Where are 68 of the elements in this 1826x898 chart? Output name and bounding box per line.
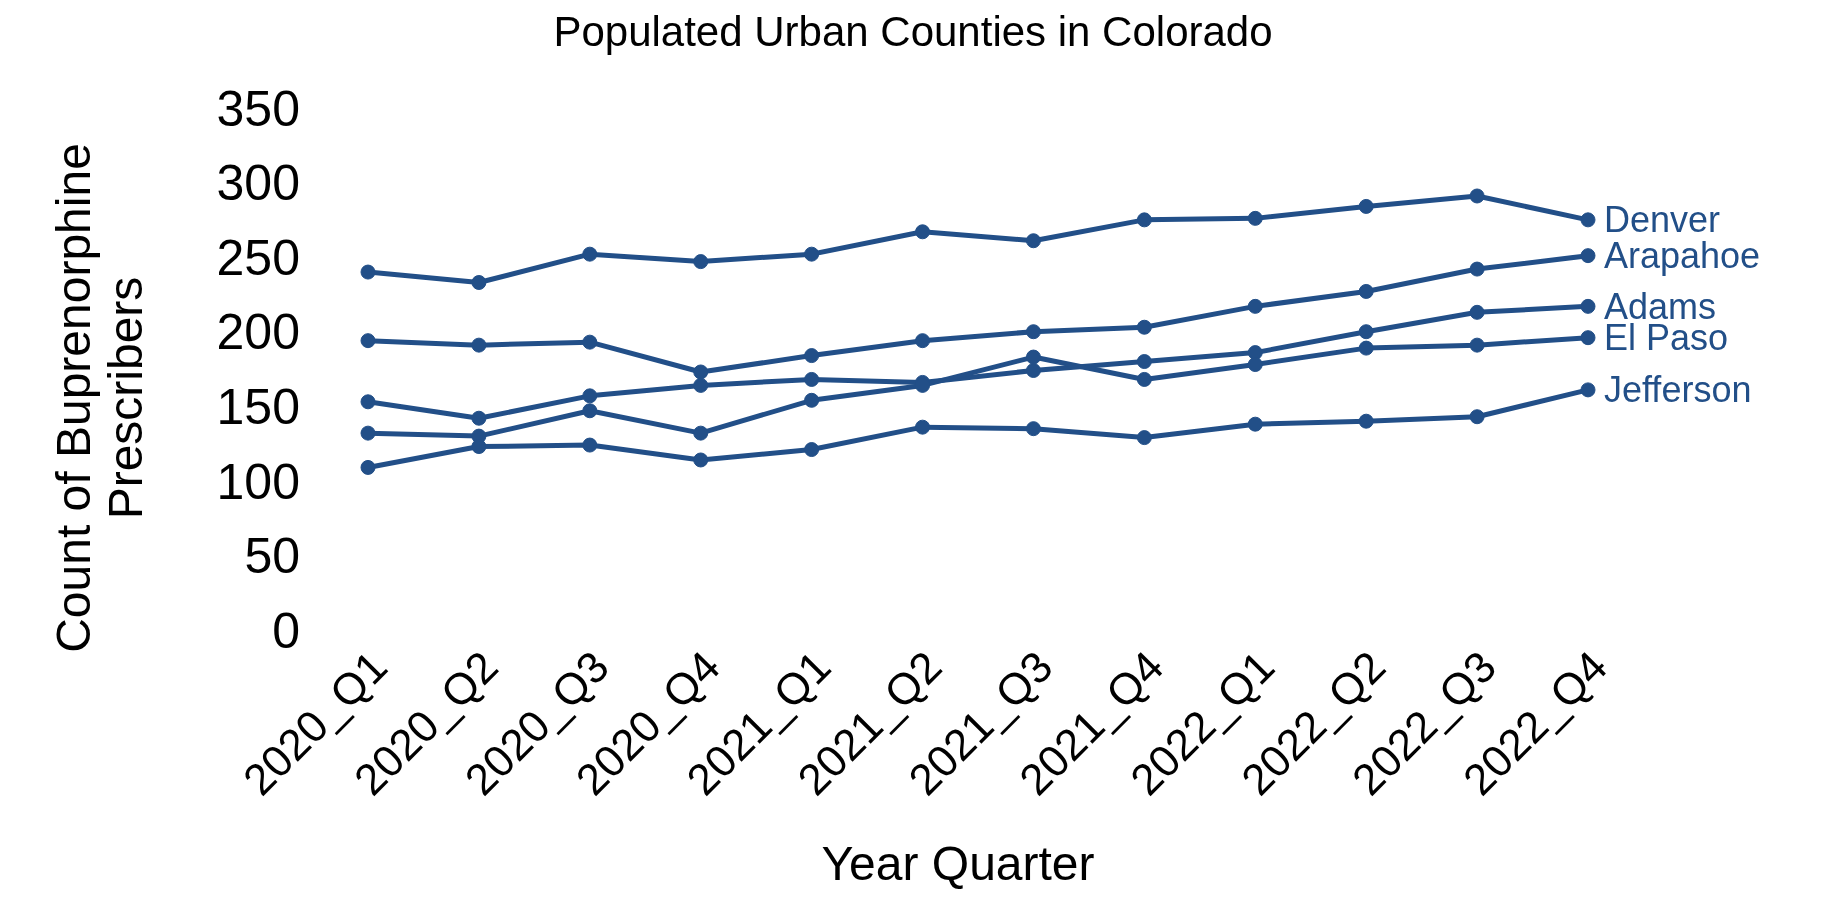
point: [1580, 298, 1596, 314]
point: [1469, 409, 1485, 425]
point: [1580, 330, 1596, 346]
point: [1358, 340, 1374, 356]
point: [693, 425, 709, 441]
point: [915, 333, 931, 349]
point: [693, 364, 709, 380]
point: [1025, 324, 1041, 340]
chart-title: Populated Urban Counties in Colorado: [552, 8, 1274, 56]
point: [1580, 382, 1596, 398]
y-axis-title: Count of Buprenorphine Prescribers: [47, 142, 153, 655]
point: [471, 275, 487, 290]
point: [693, 254, 709, 270]
point: [1247, 357, 1263, 373]
point: [1136, 354, 1152, 370]
y-tick-label: 100: [216, 453, 300, 510]
point: [1247, 298, 1263, 314]
point: [804, 348, 820, 364]
point: [1136, 371, 1152, 387]
point: [471, 439, 487, 455]
series-label: Jefferson: [1604, 369, 1752, 411]
point: [582, 388, 598, 404]
point: [1358, 413, 1374, 429]
y-tick-label: 0: [272, 602, 300, 659]
point: [1247, 416, 1263, 432]
point: [1025, 362, 1041, 378]
y-tick-label: 250: [216, 229, 300, 286]
point: [804, 392, 820, 408]
point: [471, 410, 487, 426]
point: [1580, 212, 1596, 228]
x-axis-title: Year Quarter: [821, 837, 1095, 890]
point: [1469, 337, 1485, 353]
point: [1580, 248, 1596, 264]
point: [1025, 349, 1041, 365]
point: [1136, 319, 1152, 335]
point: [360, 394, 376, 410]
point: [915, 419, 931, 435]
y-tick-label: 50: [244, 528, 300, 585]
point: [1469, 304, 1485, 320]
y-tick-label: 350: [216, 80, 300, 137]
point: [360, 264, 376, 280]
point: [1025, 421, 1041, 437]
point: [1136, 212, 1152, 228]
point: [471, 337, 487, 353]
point: [1025, 233, 1041, 249]
point: [582, 437, 598, 453]
point: [804, 371, 820, 387]
point: [582, 403, 598, 419]
point: [582, 334, 598, 350]
point: [1469, 188, 1485, 204]
point: [582, 246, 598, 262]
point: [1358, 198, 1374, 214]
point: [915, 224, 931, 240]
point: [360, 425, 376, 441]
point: [1247, 210, 1263, 226]
point: [1358, 283, 1374, 299]
point: [1136, 430, 1152, 446]
point: [804, 442, 820, 458]
point: [360, 333, 376, 349]
point: [693, 377, 709, 393]
point: [804, 246, 820, 262]
point: [1358, 324, 1374, 340]
y-tick-label: 150: [216, 379, 300, 436]
point: [693, 452, 709, 468]
point: [360, 459, 376, 475]
point: [1469, 261, 1485, 277]
y-tick-label: 300: [216, 155, 300, 212]
y-tick-label: 200: [216, 304, 300, 361]
